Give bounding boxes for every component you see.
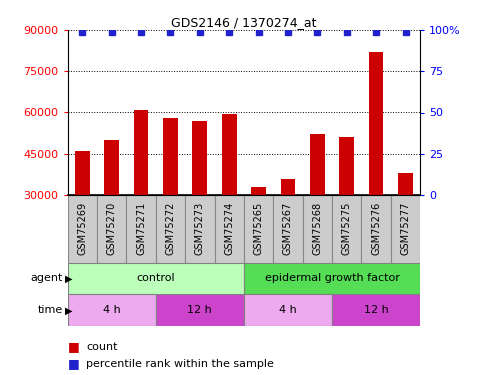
FancyBboxPatch shape: [332, 294, 420, 326]
Text: GSM75274: GSM75274: [224, 202, 234, 255]
Bar: [281, 178, 295, 278]
Text: 4 h: 4 h: [279, 305, 297, 315]
Text: percentile rank within the sample: percentile rank within the sample: [86, 359, 274, 369]
FancyBboxPatch shape: [156, 294, 244, 326]
Text: ▶: ▶: [65, 273, 73, 284]
FancyBboxPatch shape: [332, 195, 361, 262]
FancyBboxPatch shape: [97, 195, 127, 262]
Bar: [310, 135, 325, 278]
FancyBboxPatch shape: [361, 195, 391, 262]
FancyBboxPatch shape: [68, 262, 244, 294]
FancyBboxPatch shape: [391, 195, 420, 262]
Text: 12 h: 12 h: [364, 305, 388, 315]
Text: GSM75276: GSM75276: [371, 202, 381, 255]
Bar: [222, 114, 237, 278]
Bar: [134, 110, 148, 278]
Text: count: count: [86, 342, 117, 352]
Text: GSM75270: GSM75270: [107, 202, 117, 255]
Text: GSM75275: GSM75275: [342, 202, 352, 255]
FancyBboxPatch shape: [273, 195, 303, 262]
Text: GSM75273: GSM75273: [195, 202, 205, 255]
FancyBboxPatch shape: [303, 195, 332, 262]
Text: ▶: ▶: [65, 305, 73, 315]
FancyBboxPatch shape: [68, 294, 156, 326]
Text: GSM75271: GSM75271: [136, 202, 146, 255]
Text: time: time: [38, 305, 63, 315]
Title: GDS2146 / 1370274_at: GDS2146 / 1370274_at: [171, 16, 317, 29]
FancyBboxPatch shape: [214, 195, 244, 262]
FancyBboxPatch shape: [68, 195, 97, 262]
Text: GSM75272: GSM75272: [166, 202, 175, 255]
FancyBboxPatch shape: [244, 294, 332, 326]
FancyBboxPatch shape: [244, 195, 273, 262]
Text: agent: agent: [30, 273, 63, 284]
Text: GSM75265: GSM75265: [254, 202, 264, 255]
Text: ■: ■: [68, 340, 79, 353]
Text: GSM75268: GSM75268: [313, 202, 322, 255]
Text: control: control: [137, 273, 175, 284]
Bar: [340, 137, 354, 278]
FancyBboxPatch shape: [127, 195, 156, 262]
Bar: [104, 140, 119, 278]
FancyBboxPatch shape: [185, 195, 214, 262]
Bar: [193, 121, 207, 278]
Text: GSM75267: GSM75267: [283, 202, 293, 255]
Text: GSM75269: GSM75269: [77, 202, 87, 255]
Bar: [369, 52, 384, 278]
FancyBboxPatch shape: [244, 262, 420, 294]
Bar: [398, 173, 413, 278]
Text: epidermal growth factor: epidermal growth factor: [265, 273, 399, 284]
Text: ■: ■: [68, 357, 79, 370]
Text: 4 h: 4 h: [103, 305, 121, 315]
Bar: [163, 118, 178, 278]
Bar: [251, 187, 266, 278]
Bar: [75, 151, 90, 278]
Text: GSM75277: GSM75277: [400, 202, 411, 255]
Text: 12 h: 12 h: [187, 305, 212, 315]
FancyBboxPatch shape: [156, 195, 185, 262]
